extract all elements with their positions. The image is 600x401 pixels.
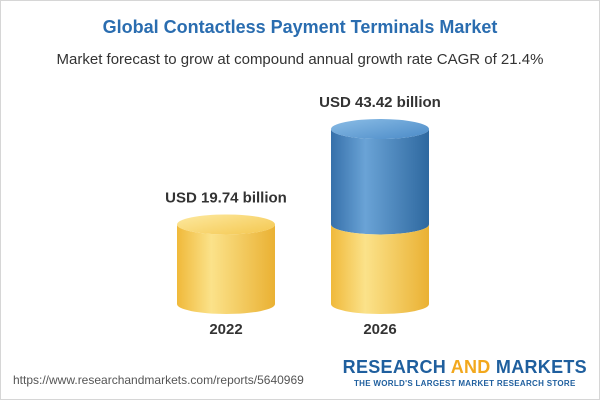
- chart-title: Global Contactless Payment Terminals Mar…: [102, 17, 498, 37]
- category-label-2022: 2022: [209, 321, 242, 338]
- value-label-2022: USD 19.74 billion: [165, 189, 287, 206]
- value-label-2026: USD 43.42 billion: [319, 94, 441, 111]
- bar-2022-top: [177, 214, 275, 235]
- brand-tagline: THE WORLD'S LARGEST MARKET RESEARCH STOR…: [354, 379, 576, 388]
- bar-2022: [177, 224, 275, 314]
- category-label-2026: 2026: [363, 321, 396, 338]
- brand-logo: RESEARCH AND MARKETS THE WORLD'S LARGEST…: [343, 357, 587, 388]
- brand-name: RESEARCH AND MARKETS: [342, 357, 587, 377]
- chart-subtitle: Market forecast to grow at compound annu…: [56, 51, 544, 68]
- source-url[interactable]: https://www.researchandmarkets.com/repor…: [13, 373, 304, 387]
- bar-2026-growth-top: [331, 119, 429, 140]
- bar-2026-growth: [331, 129, 429, 235]
- bar-2026-base: [331, 224, 429, 314]
